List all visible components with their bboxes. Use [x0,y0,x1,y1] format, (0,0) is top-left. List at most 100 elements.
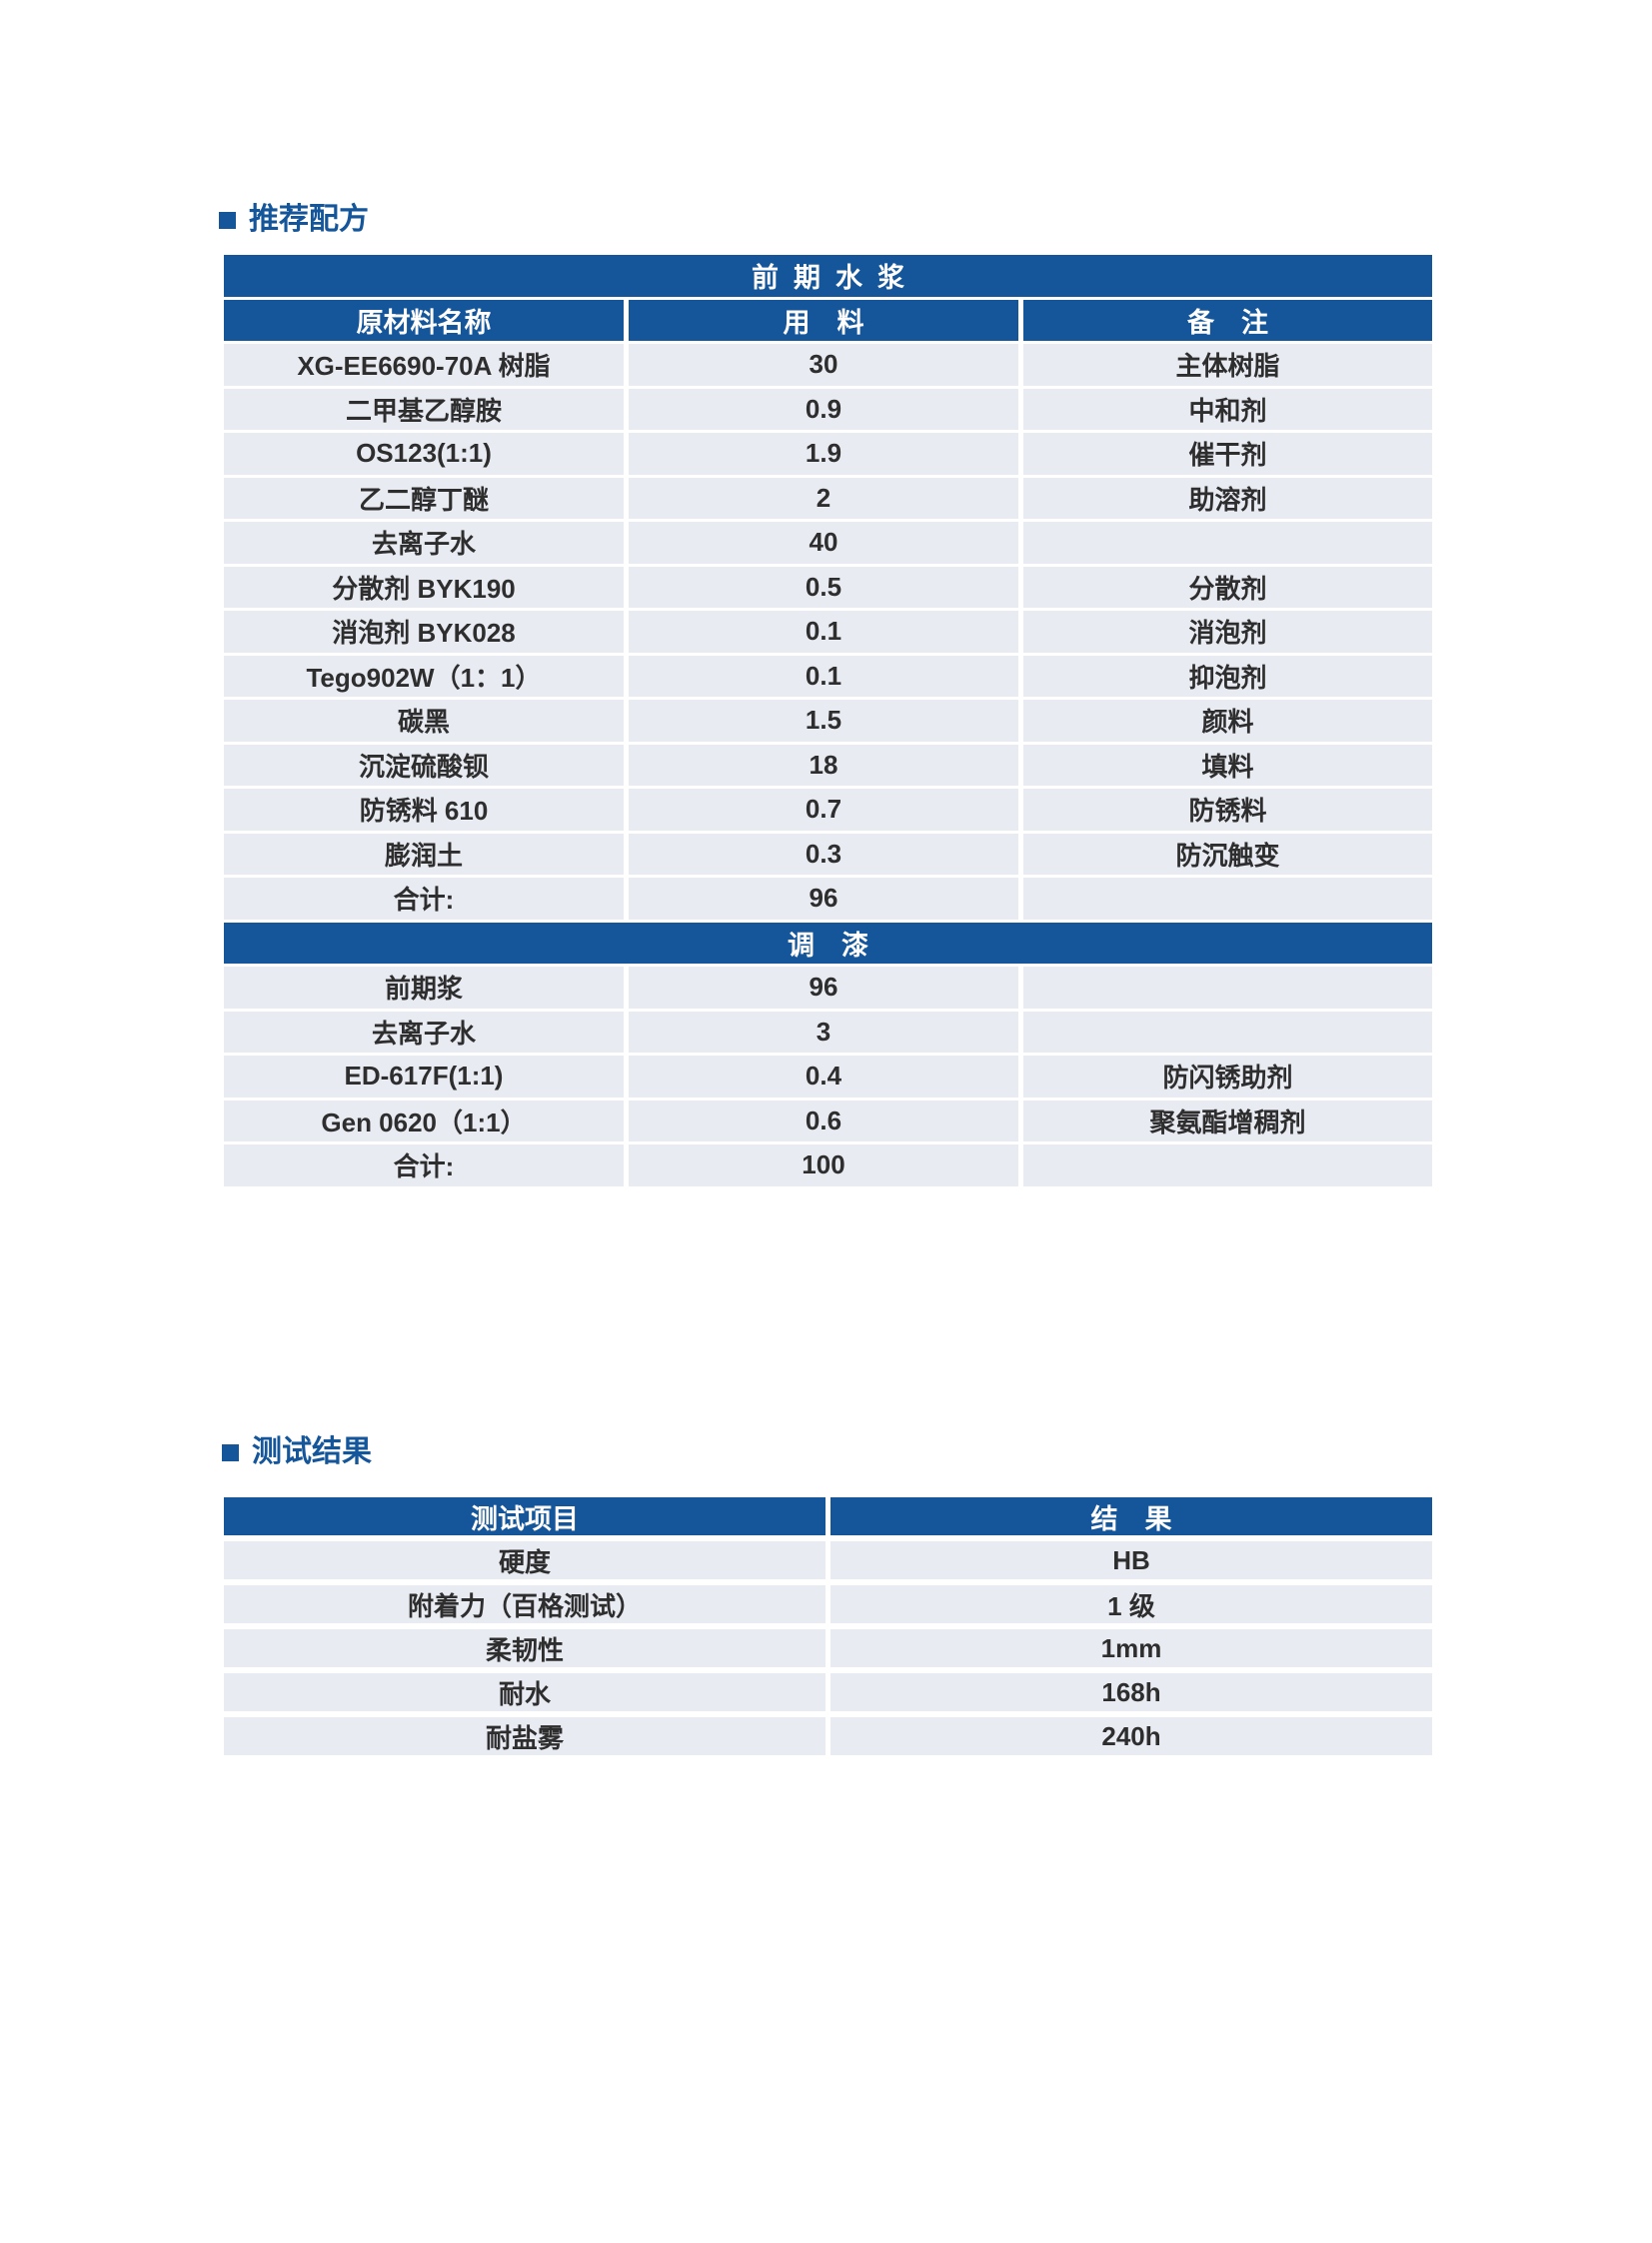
table-cell: Tego902W（1：1） [224,655,624,697]
table-row: 膨润土 0.3 防沉触变 [224,833,1432,875]
table-cell [1023,878,1432,920]
table-banner-row: 调 漆 [224,922,1432,964]
table-cell: 消泡剂 [1023,611,1432,653]
table-cell: 防沉触变 [1023,833,1432,875]
table-cell: 分散剂 [1023,566,1432,608]
table-cell: 抑泡剂 [1023,655,1432,697]
table-cell: XG-EE6690-70A 树脂 [224,344,624,386]
table-cell: 3 [629,1011,1018,1053]
table-cell: 碳黑 [224,700,624,742]
table-cell: 沉淀硫酸钡 [224,744,624,786]
table-cell: 2 [629,477,1018,519]
table-row: OS123(1:1) 1.9 催干剂 [224,433,1432,475]
section-title-test: 测试结果 [222,1436,372,1468]
section-bullet-icon [219,211,236,229]
table-row: ED-617F(1:1) 0.4 防闪锈助剂 [224,1056,1432,1098]
table-cell: 96 [629,878,1018,920]
table-cell: 消泡剂 BYK028 [224,611,624,653]
table-cell: 防锈料 [1023,789,1432,831]
table-cell: 前期浆 [224,967,624,1009]
table-cell: 耐水 [224,1673,826,1711]
table-cell: 防锈料 610 [224,789,624,831]
table-cell: 1mm [830,1629,1432,1667]
table-cell: 主体树脂 [1023,344,1432,386]
table-row: 二甲基乙醇胺 0.9 中和剂 [224,388,1432,430]
formula-table: 前 期 水 浆原材料名称用 料备 注 XG-EE6690-70A 树脂 30 主体树脂… [224,255,1432,1189]
table-cell: 240h [830,1717,1432,1755]
table-cell: 18 [629,744,1018,786]
test-results-table: 测试项目结 果硬度 HB 附着力（百格测试） 1 级柔韧性 1mm 耐水 168h 耐盐雾 24… [224,1497,1432,1761]
table-cell: 100 [629,1144,1018,1186]
table-cell: 0.1 [629,611,1018,653]
table-row: 耐盐雾 240h [224,1717,1432,1755]
table-cell: 96 [629,967,1018,1009]
table-cell [1023,967,1432,1009]
table-row: Gen 0620（1:1） 0.6 聚氨酯增稠剂 [224,1100,1432,1141]
table-cell: HB [830,1541,1432,1579]
table-cell: 二甲基乙醇胺 [224,388,624,430]
table-banner-row: 前 期 水 浆 [224,255,1432,297]
table-cell: 附着力（百格测试） [224,1585,826,1623]
table-row: 耐水 168h [224,1673,1432,1711]
table-cell: 40 [629,522,1018,564]
table-cell [1023,1144,1432,1186]
table-cell: 颜料 [1023,700,1432,742]
table-banner-label: 前 期 水 浆 [224,255,1432,297]
table-cell: 硬度 [224,1541,826,1579]
table-header-row: 原材料名称用 料备 注 [224,299,1432,341]
table-cell: 0.1 [629,655,1018,697]
table-row: 分散剂 BYK190 0.5 分散剂 [224,566,1432,608]
section-title-text: 测试结果 [252,1435,372,1468]
table-cell: 合计: [224,1144,624,1186]
table-row: 前期浆 96 [224,967,1432,1009]
table-cell: 1.5 [629,700,1018,742]
table-cell [1023,1011,1432,1053]
table-cell: 0.9 [629,388,1018,430]
table-row: 附着力（百格测试） 1 级 [224,1585,1432,1623]
table-cell: Gen 0620（1:1） [224,1100,624,1141]
table-cell: 168h [830,1673,1432,1711]
table-row: 消泡剂 BYK028 0.1 消泡剂 [224,611,1432,653]
table-cell: 0.6 [629,1100,1018,1141]
table-row: 去离子水 40 [224,522,1432,564]
table-cell: 1 级 [830,1585,1432,1623]
table-cell: 助溶剂 [1023,477,1432,519]
table-row: 防锈料 610 0.7 防锈料 [224,789,1432,831]
section-title-formula: 推荐配方 [219,204,369,236]
table-cell: 乙二醇丁醚 [224,477,624,519]
table-cell: 柔韧性 [224,1629,826,1667]
table-cell: 1.9 [629,433,1018,475]
table-row: Tego902W（1：1） 0.1 抑泡剂 [224,655,1432,697]
table-banner-label: 调 漆 [224,922,1432,964]
section-title-text: 推荐配方 [249,203,369,236]
table-cell: 膨润土 [224,833,624,875]
section-bullet-icon [222,1443,239,1461]
table-cell: 去离子水 [224,522,624,564]
table-row: 合计: 100 [224,1144,1432,1186]
column-header-cell: 测试项目 [224,1497,826,1535]
table-row: 硬度 HB [224,1541,1432,1579]
table-cell [1023,522,1432,564]
table-row: 柔韧性 1mm [224,1629,1432,1667]
table-row: 去离子水 3 [224,1011,1432,1053]
table-cell: 30 [629,344,1018,386]
table-row: 乙二醇丁醚 2 助溶剂 [224,477,1432,519]
table-cell: 耐盐雾 [224,1717,826,1755]
table-cell: 防闪锈助剂 [1023,1056,1432,1098]
table-cell: 聚氨酯增稠剂 [1023,1100,1432,1141]
column-header-cell: 原材料名称 [224,299,624,341]
table-row: 合计: 96 [224,878,1432,920]
table-cell: ED-617F(1:1) [224,1056,624,1098]
table-cell: 0.5 [629,566,1018,608]
table-cell: 0.4 [629,1056,1018,1098]
table-cell: 填料 [1023,744,1432,786]
table-cell: OS123(1:1) [224,433,624,475]
column-header-cell: 结 果 [830,1497,1432,1535]
table-row: 沉淀硫酸钡 18 填料 [224,744,1432,786]
table-cell: 0.7 [629,789,1018,831]
table-cell: 分散剂 BYK190 [224,566,624,608]
table-cell: 0.3 [629,833,1018,875]
table-cell: 催干剂 [1023,433,1432,475]
table-cell: 去离子水 [224,1011,624,1053]
